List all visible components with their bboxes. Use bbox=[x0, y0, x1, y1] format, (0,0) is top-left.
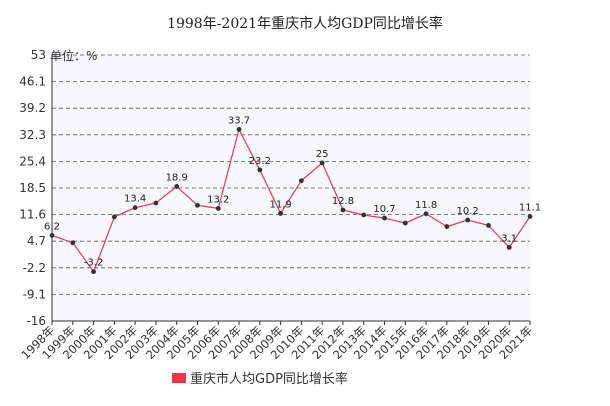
data-point bbox=[340, 207, 346, 213]
data-point bbox=[361, 212, 367, 218]
data-point bbox=[465, 217, 471, 223]
data-label: 6.2 bbox=[44, 221, 60, 232]
data-label: 10.2 bbox=[457, 206, 479, 217]
data-label: -3.2 bbox=[84, 258, 104, 269]
y-tick-label: 32.3 bbox=[19, 128, 46, 142]
y-tick-label: 53 bbox=[31, 48, 46, 62]
data-label: 10.7 bbox=[373, 204, 395, 215]
data-point bbox=[298, 178, 304, 184]
data-point bbox=[153, 200, 159, 206]
y-axis-unit-label: 单位：% bbox=[50, 48, 97, 63]
data-label: 18.9 bbox=[166, 172, 188, 183]
data-label: 13.2 bbox=[207, 194, 229, 205]
data-point bbox=[319, 160, 325, 166]
y-tick-label: 4.7 bbox=[27, 234, 46, 248]
y-tick-label: 18.5 bbox=[19, 181, 46, 195]
chart-title: 1998年-2021年重庆市人均GDP同比增长率 bbox=[167, 15, 443, 32]
y-tick-label: 46.1 bbox=[19, 75, 46, 89]
y-tick-label: -9.1 bbox=[23, 287, 46, 301]
data-point bbox=[236, 127, 242, 132]
data-point bbox=[215, 206, 221, 211]
data-label: 3.1 bbox=[501, 233, 517, 244]
data-label: 11.1 bbox=[519, 203, 541, 214]
data-point bbox=[257, 167, 263, 173]
legend-swatch bbox=[172, 373, 186, 383]
series-polyline bbox=[51, 127, 531, 273]
data-point bbox=[506, 244, 512, 250]
data-point bbox=[402, 220, 408, 226]
data-label: 33.7 bbox=[228, 115, 250, 126]
legend-label: 重庆市人均GDP同比增长率 bbox=[190, 371, 348, 387]
grid-lines bbox=[52, 54, 530, 295]
data-point bbox=[91, 269, 96, 275]
data-point bbox=[382, 215, 387, 221]
y-tick-label: 25.4 bbox=[19, 154, 46, 168]
data-point bbox=[132, 205, 138, 211]
data-point bbox=[174, 184, 180, 189]
y-tick-label: 11.6 bbox=[19, 208, 46, 222]
data-point bbox=[70, 240, 76, 246]
data-point bbox=[444, 224, 450, 229]
y-tick-label: 39.2 bbox=[19, 101, 46, 115]
data-label: 23.2 bbox=[249, 156, 271, 167]
series-line bbox=[49, 127, 533, 275]
data-label: 25 bbox=[316, 149, 329, 160]
y-axis: 53 46.1 39.2 32.3 25.4 18.5 11.6 4.7 -2.2 -9.1 -16 bbox=[19, 48, 53, 328]
y-tick-label: -2.2 bbox=[23, 261, 46, 275]
data-point bbox=[278, 211, 284, 216]
data-label: 12.8 bbox=[332, 196, 354, 207]
x-axis: 1998年1999年2000年2001年2002年2003年2004年2005年… bbox=[18, 320, 535, 362]
data-label: 13.4 bbox=[124, 194, 146, 205]
data-point bbox=[195, 202, 200, 208]
data-point bbox=[111, 214, 117, 220]
data-point bbox=[527, 214, 533, 219]
data-point bbox=[423, 211, 429, 217]
y-tick-label: -16 bbox=[26, 314, 46, 328]
data-point bbox=[486, 222, 491, 228]
data-labels: 6.2 -3.2 13.4 18.9 13.2 33.7 23.2 11.9 25 12.8 10.… bbox=[44, 115, 541, 268]
data-point bbox=[49, 233, 55, 238]
legend: 重庆市人均GDP同比增长率 bbox=[172, 371, 348, 387]
data-label: 11.8 bbox=[415, 200, 437, 211]
data-label: 11.9 bbox=[269, 199, 291, 210]
